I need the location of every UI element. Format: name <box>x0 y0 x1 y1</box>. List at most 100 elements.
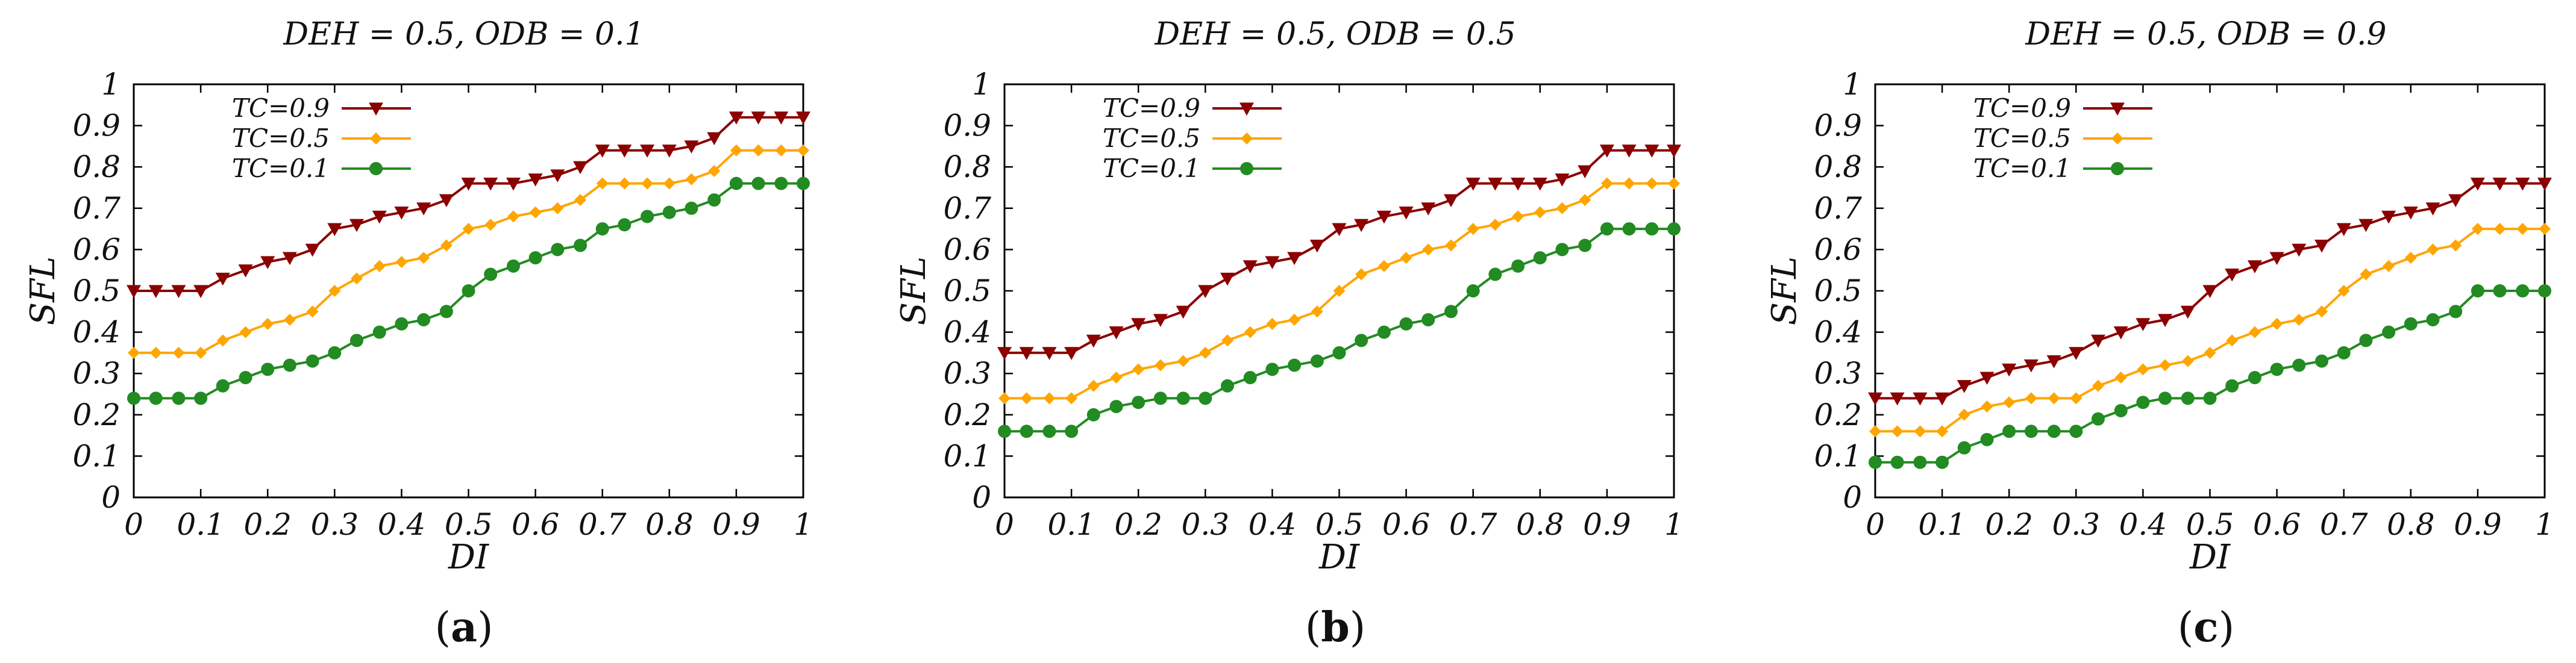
legend: TC=0.9TC=0.5TC=0.1 <box>232 93 411 183</box>
data-point <box>216 334 229 347</box>
data-point <box>2314 239 2330 253</box>
legend-marker <box>369 102 383 116</box>
data-point <box>195 346 207 359</box>
data-point <box>2403 207 2418 220</box>
data-point <box>1377 260 1390 272</box>
data-point <box>2292 358 2306 372</box>
data-point <box>998 425 1011 438</box>
data-point <box>1980 432 1994 446</box>
x-tick-label: 0 <box>995 507 1014 542</box>
data-point <box>1913 392 1928 406</box>
data-point <box>2471 223 2484 235</box>
x-axis-label: DI <box>2189 538 2231 577</box>
data-point <box>128 346 140 359</box>
data-point <box>2247 260 2262 273</box>
legend-marker <box>1240 162 1253 175</box>
x-tick-label: 0.7 <box>2320 507 2368 542</box>
data-point <box>685 201 698 215</box>
data-point <box>997 347 1012 360</box>
data-point <box>305 243 320 257</box>
data-point <box>1399 207 1414 220</box>
legend-entry-label: TC=0.9 <box>1973 93 2071 123</box>
x-tick-label: 0.9 <box>712 507 760 542</box>
data-point <box>1153 314 1168 328</box>
x-tick-label: 0.5 <box>2186 507 2234 542</box>
data-point <box>2158 391 2172 405</box>
series-TC=0.1 <box>127 176 810 405</box>
data-point <box>1288 358 1302 372</box>
legend-entry-label: TC=0.1 <box>1973 154 2071 183</box>
data-point <box>440 239 453 252</box>
data-point <box>149 391 163 405</box>
data-point <box>797 144 809 157</box>
data-point <box>618 177 631 190</box>
data-point <box>2248 326 2261 338</box>
data-point <box>1132 396 1145 409</box>
y-tick-label: 0.2 <box>943 397 991 432</box>
data-point <box>1600 222 1614 236</box>
x-tick-label: 0.6 <box>1382 507 1431 542</box>
data-point <box>1532 178 1547 191</box>
series-TC=0.9 <box>127 111 810 298</box>
y-tick-label: 0 <box>972 480 991 515</box>
data-point <box>372 210 387 224</box>
data-point <box>1979 372 1995 385</box>
y-tick-label: 0.6 <box>1814 232 1862 267</box>
data-point <box>1220 272 1235 286</box>
data-point <box>2337 285 2350 297</box>
data-point <box>261 363 275 376</box>
data-point <box>439 305 453 319</box>
data-point <box>1465 178 1481 191</box>
x-tick-label: 0.6 <box>512 507 560 542</box>
data-point <box>2426 313 2440 327</box>
data-point <box>1935 455 1949 469</box>
panel-caption: (b) <box>1305 603 1366 652</box>
data-point <box>618 218 631 232</box>
legend-marker <box>1239 102 1254 116</box>
data-point <box>1644 145 1659 158</box>
data-point <box>2316 305 2328 318</box>
data-point <box>1667 145 1681 158</box>
x-tick-label: 0.2 <box>1114 507 1162 542</box>
legend-marker <box>2111 162 2124 175</box>
y-tick-label: 0.8 <box>72 149 121 184</box>
data-point <box>1421 313 1435 327</box>
data-point <box>349 334 363 347</box>
data-point <box>2181 355 2194 367</box>
data-point <box>2493 223 2506 235</box>
data-point <box>1153 391 1167 405</box>
data-point <box>462 284 475 297</box>
data-point <box>1891 425 1904 438</box>
data-point <box>1265 363 1279 376</box>
data-point <box>595 145 610 158</box>
data-point <box>1488 267 1502 281</box>
data-point <box>372 325 386 339</box>
data-point <box>483 178 498 191</box>
series-line <box>1004 228 1674 433</box>
data-point <box>1957 441 1971 455</box>
x-tick-label: 1 <box>2535 507 2554 542</box>
data-point <box>1220 379 1234 393</box>
x-tick-label: 0.6 <box>2253 507 2301 542</box>
data-point <box>1578 165 1593 179</box>
data-point <box>1376 210 1391 224</box>
y-tick-label: 0.3 <box>1814 356 1862 391</box>
data-point <box>663 177 675 190</box>
y-tick-label: 0.9 <box>943 108 991 143</box>
data-point <box>1555 243 1569 257</box>
data-point <box>1311 305 1323 318</box>
data-point <box>1555 173 1570 187</box>
y-tick-label: 0.1 <box>1814 438 1862 473</box>
data-point <box>2024 425 2038 438</box>
data-point <box>2048 392 2060 405</box>
data-point <box>2114 372 2127 384</box>
y-tick-label: 0.3 <box>943 356 991 391</box>
data-point <box>2471 284 2484 297</box>
data-point <box>507 210 519 223</box>
data-point <box>2002 425 2016 438</box>
data-point <box>2382 325 2396 339</box>
y-tick-label: 0 <box>1843 480 1862 515</box>
x-tick-label: 0.5 <box>1315 507 1364 542</box>
data-point <box>127 391 140 405</box>
y-tick-label: 0.2 <box>1814 397 1862 432</box>
